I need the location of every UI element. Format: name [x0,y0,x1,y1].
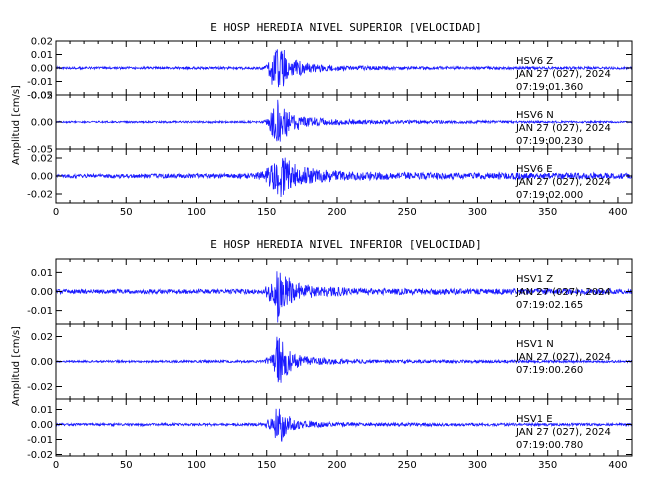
waveform-trace [55,271,633,323]
y-tick-label: 0.00 [31,172,53,183]
x-tick-label: 350 [538,207,557,218]
y-tick-label: 0.01 [31,405,53,416]
x-tick-label: 200 [327,207,346,218]
y-tick-label: -0.02 [27,190,53,201]
x-tick-label: 300 [468,460,487,471]
y-tick-label: 0.00 [31,64,53,75]
y-tick-label: -0.02 [27,382,53,393]
station-annotation: HSV1 Z [516,274,553,285]
y-tick-label: -0.01 [27,306,53,317]
station-annotation: HSV1 E [516,414,553,425]
station-annotation: HSV6 Z [516,56,553,67]
x-tick-label: 300 [468,207,487,218]
station-annotation: 07:19:00.230 [516,136,583,147]
station-annotation: JAN 27 (027), 2024 [515,352,611,363]
panel-frame [55,398,633,457]
y-tick-label: 0.00 [31,420,53,431]
waveform-trace [55,157,633,197]
y-tick-label: 0.02 [31,154,53,165]
station-annotation: 07:19:02.165 [516,300,583,311]
y-tick-label: 0.00 [31,287,53,298]
y-tick-label: 0.05 [31,91,53,102]
y-tick-label: 0.00 [31,357,53,368]
station-annotation: 07:19:00.780 [516,440,583,451]
x-tick-label: 250 [398,207,417,218]
station-annotation: HSV1 N [516,339,554,350]
station-annotation: JAN 27 (027), 2024 [515,123,611,134]
y-tick-label: -0.02 [27,91,53,102]
x-tick-label: 200 [327,460,346,471]
station-annotation: 07:19:00.260 [516,365,583,376]
y-tick-label: 0.02 [31,37,53,48]
y-tick-label: -0.05 [27,145,53,156]
y-tick-label: 0.01 [31,268,53,279]
chart-title-bottom: E HOSP HEREDIA NIVEL INFERIOR [VELOCIDAD… [210,238,482,251]
x-tick-label: 50 [120,207,133,218]
station-annotation: HSV6 E [516,164,553,175]
x-tick-label: 100 [187,207,206,218]
chart-title-top: E HOSP HEREDIA NIVEL SUPERIOR [VELOCIDAD… [210,21,482,34]
waveform-trace [55,408,633,442]
waveform-trace [55,99,633,142]
station-annotation: JAN 27 (027), 2024 [515,287,611,298]
station-annotation: JAN 27 (027), 2024 [515,69,611,80]
x-tick-label: 0 [53,460,59,471]
y-tick-label: 0.02 [31,332,53,343]
x-tick-label: 350 [538,460,557,471]
x-tick-label: 150 [257,207,276,218]
x-tick-label: 100 [187,460,206,471]
station-annotation: JAN 27 (027), 2024 [515,177,611,188]
waveform-trace [55,336,633,383]
x-tick-label: 150 [257,460,276,471]
x-tick-label: 50 [120,460,133,471]
y-tick-label: 0.00 [31,118,53,129]
x-tick-label: 400 [608,460,627,471]
x-tick-label: 250 [398,460,417,471]
station-annotation: 07:19:02.000 [516,190,583,201]
station-annotation: 07:19:01.360 [516,82,583,93]
x-tick-label: 400 [608,207,627,218]
y-axis-label-bottom: Amplitud [cm/s] [11,326,22,406]
station-annotation: HSV6 N [516,110,554,121]
y-tick-label: -0.01 [27,435,53,446]
waveform-trace [55,49,633,88]
y-tick-label: -0.01 [27,77,53,88]
y-axis-label-top: Amplitud [cm/s] [11,85,22,165]
y-tick-label: -0.02 [27,450,53,461]
station-annotation: JAN 27 (027), 2024 [515,427,611,438]
x-tick-label: 0 [53,207,59,218]
y-tick-label: 0.01 [31,50,53,61]
